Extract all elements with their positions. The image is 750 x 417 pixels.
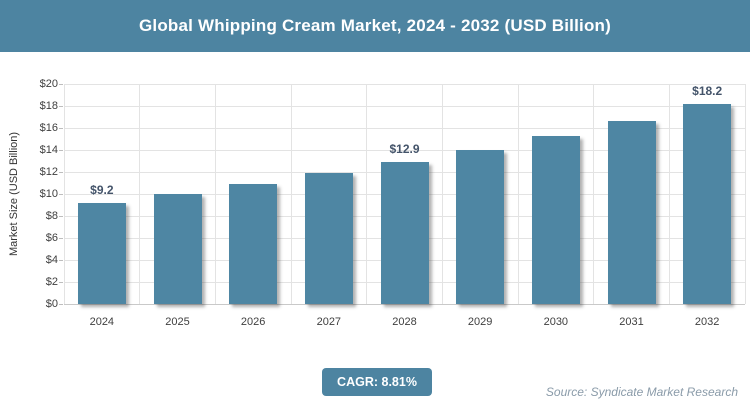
y-axis-tick-label: $4 — [45, 254, 58, 266]
bar-2029 — [456, 150, 505, 304]
y-axis-line — [63, 84, 65, 304]
y-axis-tick — [59, 281, 63, 283]
bar-2031 — [607, 121, 656, 304]
cagr-badge: CAGR: 8.81% — [322, 368, 432, 396]
y-axis-tick-label: $0 — [45, 298, 58, 310]
y-axis-tick — [59, 105, 63, 107]
gridline-vertical — [139, 84, 141, 304]
gridline-vertical — [517, 84, 519, 304]
gridline-vertical — [668, 84, 670, 304]
gridline-vertical — [441, 84, 443, 304]
bar-value-label: $9.2 — [90, 182, 114, 197]
x-axis-tick-label: 2028 — [392, 316, 417, 328]
bar-2028 — [380, 162, 429, 304]
y-axis-tick-label: $12 — [39, 166, 58, 178]
gridline-vertical — [290, 84, 292, 304]
gridline-vertical — [744, 84, 746, 304]
gridline-horizontal — [64, 83, 745, 85]
bar-2026 — [229, 184, 278, 304]
x-axis-tick-label: 2032 — [694, 316, 720, 328]
y-axis-tick-label: $20 — [39, 78, 58, 90]
y-axis-tick-label: $14 — [39, 144, 58, 156]
y-axis-tick — [59, 149, 63, 151]
y-axis-tick — [59, 215, 63, 217]
x-axis-tick-label: 2030 — [543, 316, 569, 328]
bar-2030 — [531, 135, 580, 304]
y-axis-tick — [59, 303, 63, 305]
y-axis-tick-label: $10 — [39, 188, 58, 200]
source-credit: Source: Syndicate Market Research — [545, 385, 738, 399]
x-axis-tick-label: 2031 — [619, 316, 644, 328]
y-axis-tick — [59, 83, 63, 85]
gridline-vertical — [593, 84, 595, 304]
bar-2032 — [683, 103, 732, 304]
gridline-vertical — [366, 84, 368, 304]
y-axis-tick — [59, 171, 63, 173]
bar-2027 — [304, 173, 353, 304]
x-axis-tick-label: 2026 — [240, 316, 266, 328]
y-axis-tick-label: $16 — [39, 122, 58, 134]
y-axis-tick-label: $18 — [39, 100, 58, 112]
gridline-horizontal — [64, 303, 745, 305]
chart-title: Global Whipping Cream Market, 2024 - 203… — [139, 16, 611, 35]
x-axis-tick-label: 2024 — [89, 316, 115, 328]
bar-value-label: $12.9 — [389, 142, 420, 157]
y-axis-tick — [59, 193, 63, 195]
bar-value-label: $18.2 — [692, 83, 723, 98]
bar-2024 — [77, 202, 126, 304]
chart-header: Global Whipping Cream Market, 2024 - 203… — [0, 0, 750, 52]
y-axis-tick-label: $2 — [45, 276, 58, 288]
x-axis-tick-label: 2027 — [316, 316, 342, 328]
x-axis-tick-label: 2029 — [467, 316, 493, 328]
cagr-badge-label: CAGR: 8.81% — [337, 375, 417, 389]
y-axis-tick — [59, 237, 63, 239]
y-axis-tick — [59, 127, 63, 129]
gridline-vertical — [214, 84, 216, 304]
gridline-horizontal — [64, 127, 745, 129]
bar-2025 — [153, 194, 202, 304]
gridline-horizontal — [64, 149, 745, 151]
y-axis-tick-label: $6 — [45, 232, 58, 244]
y-axis-tick-label: $8 — [45, 210, 58, 222]
gridline-horizontal — [64, 105, 745, 107]
y-axis-tick — [59, 259, 63, 261]
x-axis-tick-label: 2025 — [165, 316, 190, 328]
